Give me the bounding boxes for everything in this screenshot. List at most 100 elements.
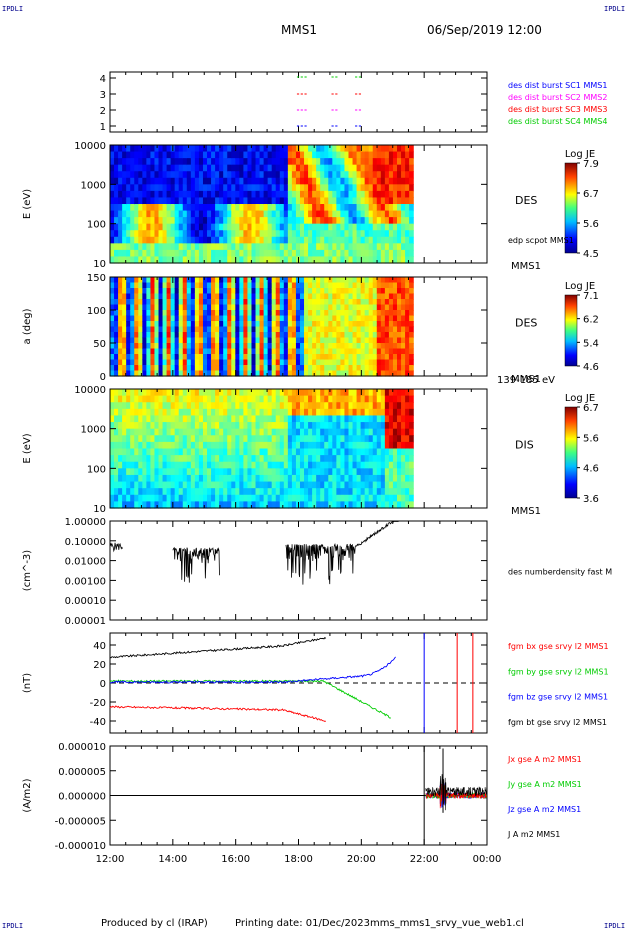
spectrogram-cell: [174, 448, 180, 456]
spectrogram-cell: [186, 461, 192, 469]
spectrogram-cell: [384, 332, 390, 339]
spectrogram-cell: [154, 288, 160, 295]
spectrogram-cell: [328, 448, 333, 456]
spectrogram-cell: [170, 441, 176, 450]
spectrogram-cell: [251, 488, 257, 496]
spectrogram-cell: [368, 236, 374, 244]
spectrogram-cell: [368, 402, 374, 410]
spectrogram-cell: [239, 365, 244, 372]
spectrogram-cell: [162, 236, 168, 244]
spectrogram-cell: [405, 488, 410, 496]
spectrogram-cell: [231, 197, 236, 205]
spectrogram-cell: [166, 277, 172, 284]
spectrogram-cell: [299, 310, 305, 317]
spectrogram-cell: [308, 389, 313, 397]
spectrogram-cell: [344, 395, 350, 403]
spectrogram-cell: [364, 249, 370, 258]
spectrogram-cell: [126, 321, 131, 328]
spectrogram-cell: [397, 299, 402, 306]
spectrogram-cell: [360, 354, 366, 361]
spectrogram-cell: [134, 315, 139, 322]
spectrogram-cell: [291, 230, 297, 238]
spectrogram-cell: [146, 217, 152, 225]
spectrogram-cell: [291, 299, 297, 306]
spectrogram-cell: [388, 402, 394, 410]
spectrogram-cell: [336, 408, 342, 417]
spectrogram-cell: [255, 223, 261, 231]
spectrogram-cell: [360, 171, 366, 179]
spectrogram-cell: [118, 402, 123, 410]
spectrogram-cell: [287, 321, 293, 328]
spectrogram-cell: [397, 402, 402, 410]
spectrogram-cell: [219, 348, 224, 355]
spectrogram-cell: [190, 158, 196, 166]
spectrogram-cell: [271, 277, 277, 284]
spectrogram-cell: [401, 435, 406, 443]
spectrogram-cell: [114, 326, 119, 333]
spectrogram-cell: [283, 365, 289, 372]
spectrogram-cell: [239, 359, 244, 366]
spectrogram-cell: [158, 332, 164, 339]
spectrogram-cell: [271, 415, 277, 423]
spectrogram-cell: [219, 481, 224, 489]
spectrogram-cell: [239, 481, 244, 489]
spectrogram-cell: [110, 326, 115, 333]
spectrogram-cell: [251, 326, 257, 333]
spectrogram-cell: [397, 461, 402, 469]
spectrogram-cell: [243, 326, 249, 333]
spectrogram-cell: [235, 448, 240, 456]
spectrogram-cell: [134, 164, 139, 172]
spectrogram-cell: [182, 282, 188, 289]
spectrogram-cell: [118, 501, 123, 509]
spectrogram-cell: [405, 337, 410, 344]
spectrogram-cell: [150, 304, 156, 311]
spectrogram-cell: [405, 230, 410, 238]
spectrogram-cell: [235, 171, 240, 179]
spectrogram-cell: [364, 164, 370, 172]
spectrogram-cell: [235, 359, 240, 366]
spectrogram-cell: [332, 249, 337, 258]
spectrogram-cell: [247, 321, 253, 328]
spectrogram-cell: [388, 395, 394, 403]
spectrogram-cell: [275, 488, 281, 496]
legend-entry: Jz gse A m2 MMS1: [507, 805, 581, 814]
spectrogram-cell: [360, 468, 366, 476]
spectrogram-cell: [312, 408, 317, 417]
spectrogram-cell: [158, 501, 164, 509]
spectrogram-cell: [215, 249, 220, 258]
spectrogram-cell: [401, 408, 406, 417]
spectrogram-cell: [295, 337, 301, 344]
spectrogram-cell: [356, 304, 362, 311]
spectrogram-cell: [279, 293, 285, 300]
spectrogram-cell: [178, 288, 184, 295]
spectrogram-cell: [186, 422, 192, 430]
spectrogram-cell: [243, 354, 249, 361]
spectrogram-cell: [275, 151, 281, 159]
spectrogram-cell: [259, 282, 265, 289]
spectrogram-cell: [332, 151, 337, 159]
spectrogram-cell: [219, 389, 224, 397]
spectrogram-cell: [384, 177, 390, 185]
spectrogram-cell: [162, 415, 168, 423]
spectrogram-cell: [388, 197, 394, 205]
spectrogram-cell: [231, 337, 236, 344]
spectrogram-cell: [138, 408, 143, 417]
spectrogram-cell: [397, 204, 402, 212]
spectrogram-cell: [409, 230, 414, 238]
spectrogram-cell: [198, 158, 204, 166]
spectrogram-cell: [308, 481, 313, 489]
spectrogram-cell: [263, 428, 269, 436]
spectrogram-cell: [154, 299, 160, 306]
spectrogram-cell: [207, 171, 212, 179]
spectrogram-cell: [405, 145, 410, 153]
spectrogram-cell: [352, 190, 358, 199]
spectrogram-cell: [154, 365, 160, 372]
spectrogram-cell: [263, 461, 269, 469]
spectrogram-cell: [316, 455, 321, 463]
spectrogram-cell: [356, 236, 362, 244]
y-tick-label: 40: [93, 641, 106, 652]
spectrogram-cell: [372, 448, 378, 456]
spectrogram-cell: [287, 415, 293, 423]
spectrogram-cell: [295, 343, 301, 350]
spectrogram-cell: [170, 293, 176, 300]
